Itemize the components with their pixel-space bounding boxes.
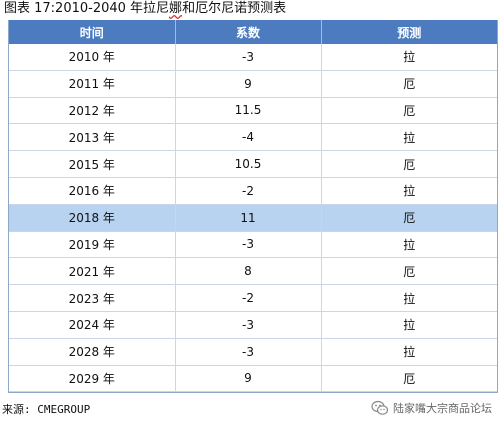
cell-coefficient: -4 [175, 123, 322, 152]
table-body: 2010 年 -3 拉 2011 年 9 厄 2012 年 11.5 厄 2013 年 -4 拉 201… [9, 44, 497, 392]
watermark: 陆家嘴大宗商品论坛 [371, 398, 492, 418]
cell-time: 2024 年 [9, 311, 176, 339]
title-underlined-char: 娜 [169, 1, 183, 16]
cell-coefficient: 10.5 [175, 150, 322, 178]
cell-coefficient: -2 [175, 177, 322, 205]
cell-time: 2028 年 [9, 338, 176, 366]
cell-forecast: 拉 [321, 311, 497, 339]
cell-coefficient: 8 [175, 257, 322, 286]
header-forecast: 预测 [321, 20, 497, 44]
table-row: 2016 年 -2 拉 [9, 177, 497, 205]
table-row: 2013 年 -4 拉 [9, 123, 497, 152]
title-prefix: 图表 17:2010-2040 年拉尼 [4, 1, 170, 16]
cell-forecast: 拉 [321, 44, 497, 71]
cell-time: 2019 年 [9, 231, 176, 259]
cell-time: 2021 年 [9, 257, 176, 286]
cell-time: 2029 年 [9, 365, 176, 392]
watermark-text: 陆家嘴大宗商品论坛 [393, 402, 492, 415]
header-coefficient: 系数 [175, 20, 322, 44]
forecast-table: 时间 系数 预测 2010 年 -3 拉 2011 年 9 厄 2012 年 11.5 厄 201… [8, 20, 498, 393]
table-row: 2010 年 -3 拉 [9, 44, 497, 71]
header-time: 时间 [9, 20, 176, 44]
table-title: 图表 17:2010-2040 年拉尼娜和厄尔尼诺预测表 [4, 0, 286, 18]
cell-forecast: 拉 [321, 231, 497, 259]
source-note: 来源: CMEGROUP [2, 403, 91, 416]
cell-time: 2010 年 [9, 44, 176, 71]
cell-forecast: 拉 [321, 123, 497, 152]
cell-time: 2013 年 [9, 123, 176, 152]
title-suffix: 和厄尔尼诺预测表 [182, 1, 287, 16]
cell-coefficient: -3 [175, 44, 322, 71]
cell-time: 2011 年 [9, 70, 176, 98]
cell-forecast: 拉 [321, 284, 497, 312]
cell-forecast: 拉 [321, 338, 497, 366]
cell-coefficient: -3 [175, 231, 322, 259]
table-row: 2024 年 -3 拉 [9, 311, 497, 339]
wechat-icon [371, 400, 389, 416]
cell-forecast: 厄 [321, 150, 497, 178]
cell-time: 2015 年 [9, 150, 176, 178]
cell-coefficient: -2 [175, 284, 322, 312]
cell-coefficient: -3 [175, 338, 322, 366]
cell-coefficient: 9 [175, 70, 322, 98]
table-row: 2015 年 10.5 厄 [9, 150, 497, 178]
table-row: 2018 年 11 厄 [9, 204, 497, 232]
cell-coefficient: 11.5 [175, 97, 322, 125]
cell-time: 2023 年 [9, 284, 176, 312]
table-row: 2012 年 11.5 厄 [9, 97, 497, 125]
cell-forecast: 厄 [321, 257, 497, 286]
cell-coefficient: 11 [175, 204, 322, 232]
cell-forecast: 拉 [321, 177, 497, 205]
table-row: 2023 年 -2 拉 [9, 284, 497, 312]
cell-forecast: 厄 [321, 204, 497, 232]
table-row: 2019 年 -3 拉 [9, 231, 497, 259]
cell-time: 2018 年 [9, 204, 176, 232]
cell-coefficient: -3 [175, 311, 322, 339]
cell-coefficient: 9 [175, 365, 322, 392]
cell-time: 2012 年 [9, 97, 176, 125]
table-row: 2028 年 -3 拉 [9, 338, 497, 366]
cell-forecast: 厄 [321, 365, 497, 392]
table-header-row: 时间 系数 预测 [9, 20, 497, 44]
cell-forecast: 厄 [321, 70, 497, 98]
cell-forecast: 厄 [321, 97, 497, 125]
cell-time: 2016 年 [9, 177, 176, 205]
